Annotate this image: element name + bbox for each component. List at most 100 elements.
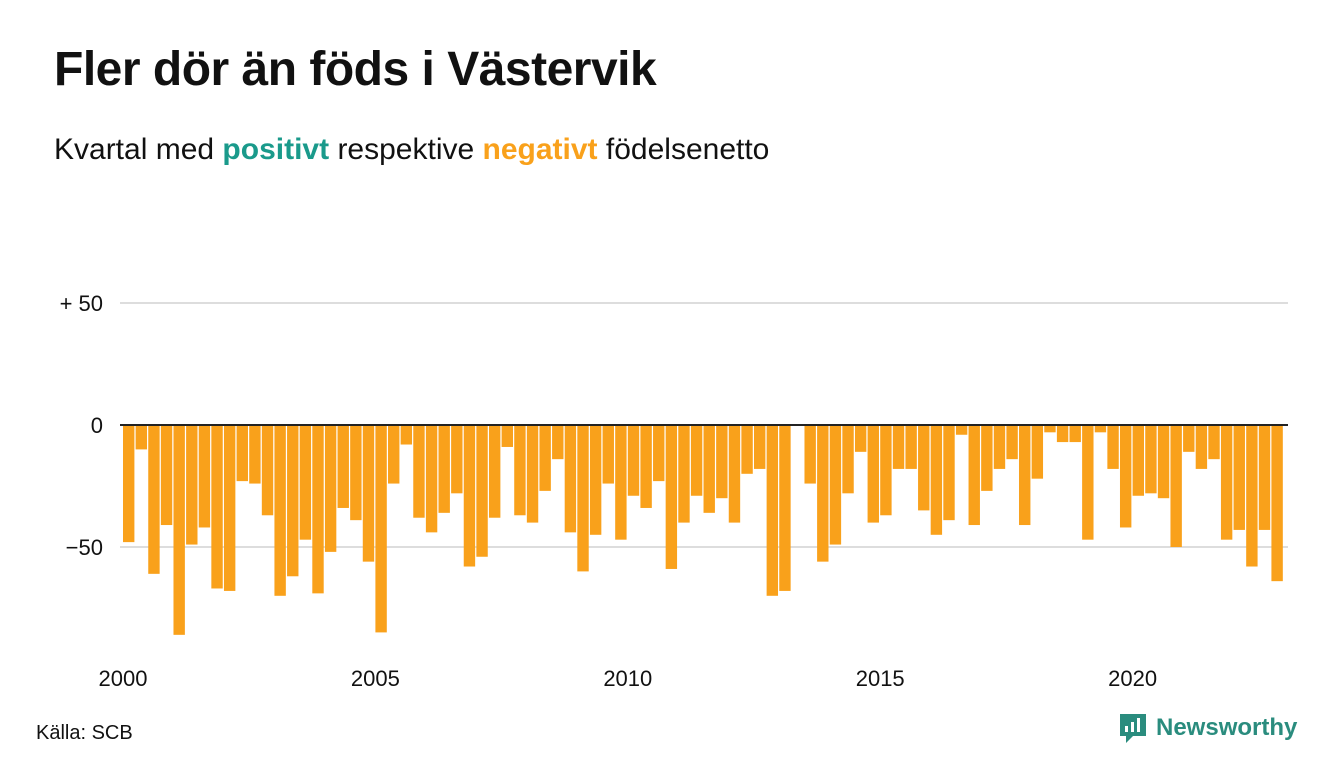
x-tick-label: 2020 (1108, 666, 1157, 691)
bar (539, 425, 551, 491)
bar (451, 425, 463, 494)
y-tick-label: −50 (66, 535, 103, 560)
bar (552, 425, 564, 460)
bar (842, 425, 854, 494)
bar (1258, 425, 1271, 530)
bar (274, 425, 286, 596)
bar (1006, 425, 1018, 460)
chart-title: Fler dör än föds i Västervik (54, 43, 657, 96)
x-tick-label: 2010 (603, 666, 652, 691)
bar (223, 425, 236, 591)
bar (375, 425, 387, 633)
bar (918, 425, 930, 511)
bar (892, 425, 905, 469)
bar (703, 425, 715, 513)
bar (1132, 425, 1144, 496)
bar (287, 425, 299, 577)
source-note: Källa: SCB (36, 722, 133, 744)
subtitle-suffix: födelsenetto (605, 133, 770, 166)
bar (653, 425, 665, 482)
bar (413, 425, 425, 518)
bar (236, 425, 248, 482)
bar (186, 425, 198, 545)
bar (501, 425, 513, 447)
bar (1183, 425, 1195, 452)
bar (993, 425, 1006, 469)
bar (1069, 425, 1081, 443)
bar (1082, 425, 1094, 540)
brand-logo[interactable]: Newsworthy (1118, 712, 1297, 744)
subtitle-positive-label: positivt (222, 133, 330, 166)
bar (1271, 425, 1283, 582)
bar (690, 425, 703, 496)
subtitle-prefix: Kvartal med (54, 133, 215, 166)
bar (716, 425, 728, 499)
x-tick-label: 2015 (856, 666, 905, 691)
brand-name: Newsworthy (1156, 714, 1298, 741)
bar (754, 425, 766, 469)
chart-subtitle: Kvartal med positivt respektive negativt… (54, 128, 769, 172)
bar (930, 425, 943, 535)
bar (362, 425, 375, 562)
bar (299, 425, 312, 540)
bar (766, 425, 779, 596)
bar (476, 425, 488, 557)
bar (1157, 425, 1170, 499)
bar (1195, 425, 1208, 469)
bar (1145, 425, 1157, 494)
bar-series (123, 425, 1283, 635)
bar (173, 425, 185, 635)
bar (261, 425, 274, 516)
bar (350, 425, 362, 521)
y-tick-label: 0 (91, 413, 103, 438)
bar (388, 425, 400, 484)
bar (577, 425, 589, 572)
bar (968, 425, 980, 526)
bar (665, 425, 678, 569)
subtitle-negative-label: negativt (482, 133, 598, 166)
bar (337, 425, 349, 508)
bar (463, 425, 476, 567)
axes: + 50 0 −50 2000 2005 2010 2015 2020 (60, 291, 1288, 691)
bar (135, 425, 148, 450)
subtitle-middle: respektive (337, 133, 475, 166)
bar (981, 425, 993, 491)
bar (400, 425, 413, 445)
bar (1220, 425, 1233, 540)
bar (602, 425, 614, 484)
x-tick-label: 2000 (99, 666, 148, 691)
bar (438, 425, 450, 513)
bar (160, 425, 173, 526)
bar (1056, 425, 1069, 443)
bar (615, 425, 627, 540)
bar (880, 425, 892, 516)
bar (728, 425, 741, 523)
bar (905, 425, 917, 469)
bar (854, 425, 867, 452)
bar (488, 425, 501, 518)
bar (198, 425, 211, 528)
bar (1208, 425, 1220, 460)
bar (1031, 425, 1044, 479)
bar (1044, 425, 1056, 433)
bar (829, 425, 842, 545)
newsworthy-logo-icon (1120, 714, 1146, 743)
bar (741, 425, 753, 474)
bar (1019, 425, 1031, 526)
bar (867, 425, 879, 523)
y-tick-label: + 50 (60, 291, 103, 316)
bar (1119, 425, 1132, 528)
bar (817, 425, 829, 562)
bar (1233, 425, 1245, 530)
bar (514, 425, 526, 516)
bar (779, 425, 791, 591)
bar (627, 425, 640, 496)
bar (1094, 425, 1107, 433)
x-tick-label: 2005 (351, 666, 400, 691)
bar (211, 425, 223, 589)
bar (1170, 425, 1182, 547)
bar (123, 425, 135, 543)
bar (589, 425, 602, 535)
bar (249, 425, 261, 484)
bar (1246, 425, 1258, 567)
